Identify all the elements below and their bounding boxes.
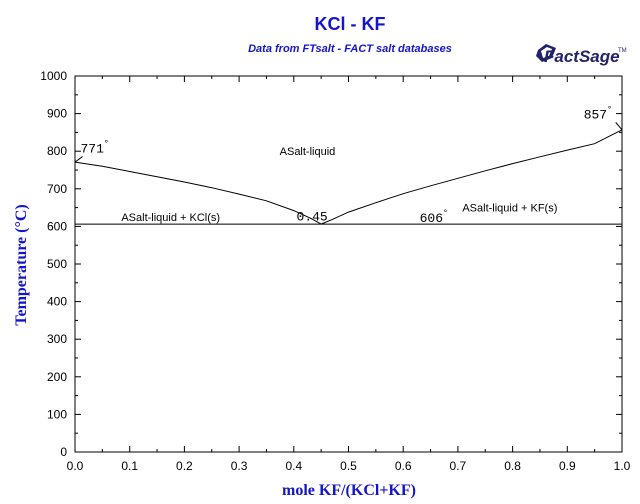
y-tick-label: 800 (47, 144, 67, 158)
y-tick-label: 900 (47, 107, 67, 121)
degree-symbol: ° (608, 104, 612, 114)
factsage-logo-tm: TM (618, 48, 627, 54)
x-tick-label: 0.2 (176, 459, 193, 473)
degree-symbol: ° (444, 208, 448, 218)
y-tick-label: 400 (47, 295, 67, 309)
factsage-logo-icon (536, 44, 556, 62)
y-tick-label: 1000 (40, 69, 67, 83)
y-tick-label: 200 (47, 370, 67, 384)
y-tick-label: 300 (47, 332, 67, 346)
x-tick-label: 0.0 (67, 459, 84, 473)
y-tick-label: 700 (47, 182, 67, 196)
phase-region-label: ASalt-liquid (280, 146, 336, 158)
phase-boundary-0 (74, 161, 322, 225)
x-tick-label: 0.3 (231, 459, 248, 473)
point-value-label: 0.45 (297, 209, 328, 224)
phase-boundary-1 (320, 129, 623, 225)
y-tick-label: 100 (47, 407, 67, 421)
factsage-logo-text: FactSage (544, 47, 620, 66)
x-tick-label: 0.7 (450, 459, 467, 473)
x-tick-label: 1.0 (614, 459, 631, 473)
x-tick-label: 0.5 (340, 459, 357, 473)
y-axis-label: Temperature (°C) (13, 204, 30, 325)
x-tick-label: 0.4 (285, 459, 302, 473)
point-value-label: 771 (80, 142, 104, 157)
point-label-leader (615, 122, 623, 131)
phase-region-label: ASalt-liquid + KF(s) (462, 202, 557, 214)
phase-region-label: ASalt-liquid + KCl(s) (121, 212, 220, 224)
chart-title: KCl - KF (314, 14, 386, 34)
point-label-leader (74, 156, 83, 163)
x-tick-label: 0.8 (504, 459, 521, 473)
degree-symbol: ° (104, 139, 108, 149)
x-axis-label: mole KF/(KCl+KF) (282, 482, 416, 499)
plot-area-frame (74, 75, 623, 453)
x-tick-label: 0.9 (559, 459, 576, 473)
factsage-logo: FactSage TM (536, 44, 627, 66)
y-tick-label: 600 (47, 219, 67, 233)
chart-subtitle: Data from FTsalt - FACT salt databases (248, 43, 452, 55)
y-tick-label: 0 (60, 445, 67, 459)
point-value-label: 857 (584, 107, 607, 122)
y-tick-label: 500 (47, 257, 67, 271)
x-tick-label: 0.1 (121, 459, 138, 473)
point-value-label: 606 (420, 211, 443, 226)
x-tick-label: 0.6 (395, 459, 412, 473)
